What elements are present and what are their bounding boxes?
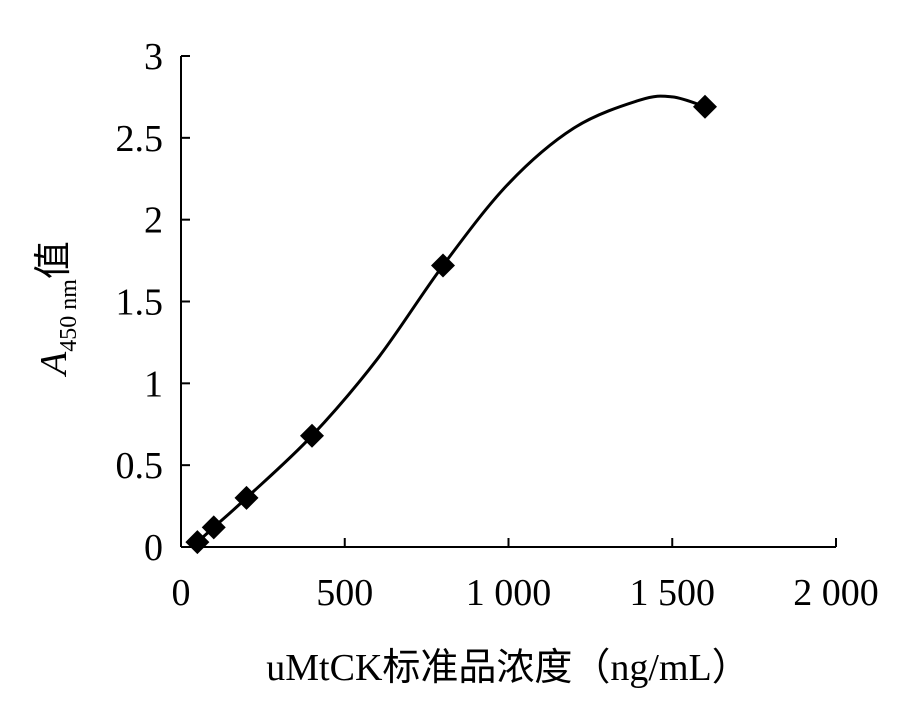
x-tick-label: 2 000 — [793, 572, 879, 614]
y-tick-label: 2.5 — [116, 118, 164, 160]
tick-labels: 0 500 1 000 1 500 2 000 0 0.5 1 1.5 2 2.5 3 — [116, 36, 879, 614]
x-tick-label: 1 500 — [630, 572, 716, 614]
data-point — [185, 530, 210, 555]
x-tick-label: 500 — [316, 572, 373, 614]
y-tick-label: 0 — [144, 527, 163, 569]
x-axis-title: uMtCK标准品浓度（ng/mL） — [266, 647, 749, 689]
data-point — [234, 485, 259, 510]
y-axis-title-main: A — [33, 351, 75, 378]
x-tick-label: 1 000 — [466, 572, 552, 614]
ticks — [180, 55, 837, 548]
data-point — [431, 253, 455, 278]
x-tick-label: 0 — [172, 572, 191, 614]
y-tick-label: 2 — [144, 200, 163, 242]
y-tick-label: 1 — [144, 363, 163, 405]
fit-curve — [196, 94, 706, 544]
data-point — [201, 515, 226, 540]
axes — [180, 56, 836, 548]
data-point — [300, 423, 324, 448]
y-axis-title: A450 nm值 — [33, 241, 82, 378]
y-tick-label: 1.5 — [116, 282, 164, 324]
y-axis-title-subscript: 450 nm — [56, 279, 82, 352]
data-points — [185, 94, 717, 555]
data-point — [693, 94, 717, 119]
y-tick-label: 3 — [144, 36, 163, 78]
y-axis-title-suffix: 值 — [33, 241, 75, 279]
y-tick-label: 0.5 — [116, 445, 164, 487]
